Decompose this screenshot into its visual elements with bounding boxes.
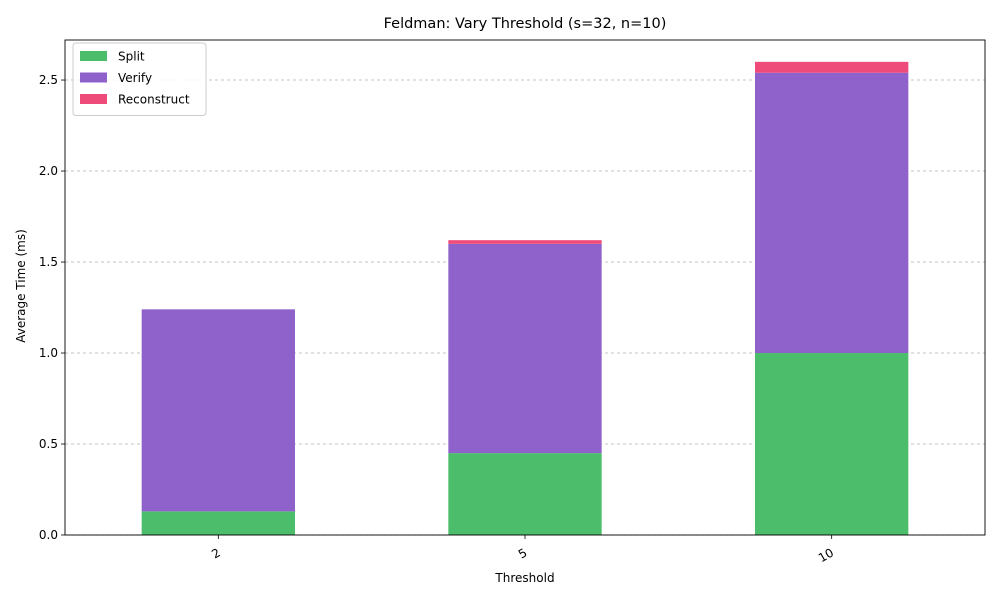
y-axis-label: Average Time (ms) (14, 229, 28, 343)
bar-segment-reconstruct-10 (755, 61, 909, 73)
y-tick-label: 0.5 (39, 437, 58, 451)
x-tick-label: 5 (516, 545, 530, 561)
bar-segment-split-5 (448, 453, 602, 535)
y-tick-label: 1.5 (39, 255, 58, 269)
x-tick-label: 2 (209, 545, 223, 561)
y-tick-label: 1.0 (39, 346, 58, 360)
x-axis-label: Threshold (494, 571, 554, 585)
x-tick-label: 10 (816, 545, 836, 565)
bar-segment-verify-2 (141, 309, 295, 512)
chart-title: Feldman: Vary Threshold (s=32, n=10) (384, 16, 667, 32)
bar-segment-verify-10 (755, 72, 909, 354)
legend: Split Verify Reconstruct (72, 42, 207, 116)
legend-label-split: Split (118, 50, 145, 64)
bars (141, 61, 909, 535)
legend-swatch-reconstruct (80, 94, 107, 104)
legend-swatch-verify (80, 72, 107, 83)
legend-label-reconstruct: Reconstruct (118, 93, 190, 107)
bar-segment-split-10 (755, 353, 909, 535)
y-tick-label: 2.5 (39, 73, 58, 87)
legend-label-verify: Verify (118, 71, 152, 85)
legend-swatch-split (80, 51, 107, 61)
y-tick-label: 0.0 (39, 528, 58, 542)
plot-frame (64, 39, 986, 536)
bar-segment-verify-5 (448, 243, 602, 454)
bar-segment-split-2 (141, 511, 295, 535)
bar-segment-reconstruct-5 (448, 240, 602, 244)
y-tick-label: 2.0 (39, 164, 58, 178)
axes: 0.0 0.5 1.0 1.5 2.0 2.5 2 5 10 (39, 39, 986, 565)
